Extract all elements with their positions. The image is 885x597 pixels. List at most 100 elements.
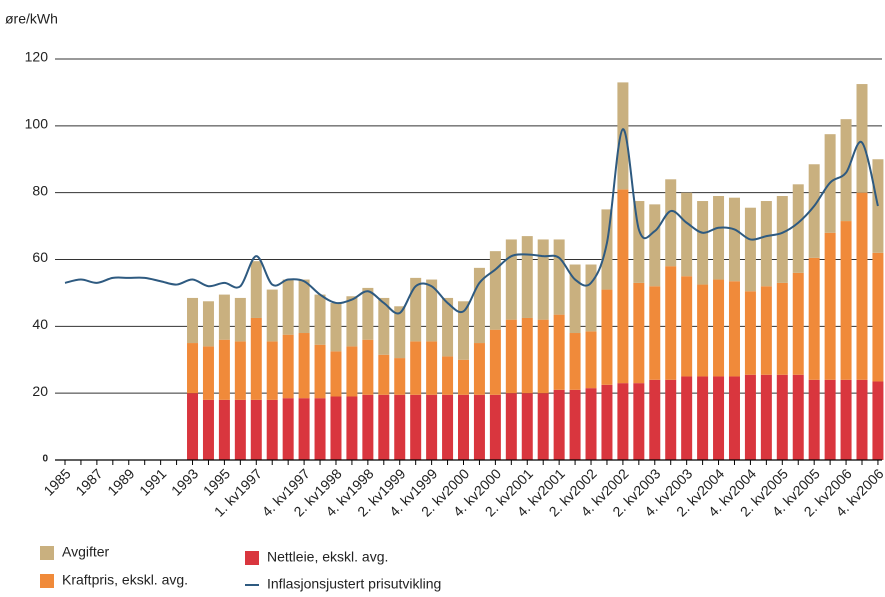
bar-segment <box>760 286 772 375</box>
bar-segment <box>250 317 262 400</box>
bar-segment <box>792 184 804 273</box>
bar-segment <box>250 261 262 318</box>
bar-segment <box>378 354 390 395</box>
bar-segment <box>394 394 406 460</box>
bar-segment <box>713 376 725 460</box>
bar-segment <box>681 192 693 277</box>
bar-segment <box>202 399 214 460</box>
bar-segment <box>792 374 804 460</box>
bar-segment <box>362 339 374 395</box>
bar-segment <box>728 376 740 460</box>
bar-segment <box>202 346 214 400</box>
bar-segment <box>649 204 661 287</box>
bar-segment <box>202 301 214 347</box>
bar-segment <box>808 379 820 460</box>
bar-segment <box>585 388 597 460</box>
bar-segment <box>569 389 581 460</box>
legend-label: Avgifter <box>62 544 110 560</box>
bar-segment <box>346 296 358 347</box>
bar-segment <box>569 264 581 334</box>
legend-label: Nettleie, ekskl. avg. <box>267 549 388 565</box>
y-tick-label: 20 <box>32 383 48 399</box>
bar-segment <box>234 341 246 400</box>
bar-segment <box>346 396 358 460</box>
bar-segment <box>601 384 613 460</box>
bar-segment <box>473 394 485 460</box>
bar-segment <box>840 221 852 380</box>
legend-swatch <box>40 574 54 588</box>
bar-segment <box>330 302 342 352</box>
bar-segment <box>362 394 374 460</box>
y-tick-label: 60 <box>32 249 48 265</box>
bar-segment <box>521 393 533 460</box>
bar-segment <box>856 379 868 460</box>
y-tick-label: 40 <box>32 316 48 332</box>
bar-segment <box>521 317 533 394</box>
bar-segment <box>713 196 725 280</box>
bar-segment <box>394 358 406 395</box>
bar-segment <box>776 196 788 283</box>
bar-segment <box>218 294 230 340</box>
bar-segment <box>681 276 693 377</box>
bar-segment <box>697 201 709 285</box>
x-tick-label: 1987 <box>72 465 105 498</box>
bar-segment <box>330 351 342 397</box>
bar-segment <box>505 239 517 320</box>
bar-segment <box>585 331 597 389</box>
bar-segment <box>776 282 788 375</box>
bar-segment <box>489 394 501 460</box>
bar-segment <box>585 264 597 332</box>
bar-segment <box>601 209 613 290</box>
bar-segment <box>744 291 756 375</box>
bar-segment <box>489 251 501 330</box>
x-tick-label: 1985 <box>40 465 73 498</box>
bar-segment <box>633 282 645 384</box>
legend-label: Kraftpris, ekskl. avg. <box>62 572 188 588</box>
bar-segment <box>458 394 469 460</box>
bar-segment <box>410 341 422 395</box>
bar-segment <box>298 279 310 334</box>
bar-segment <box>665 379 677 460</box>
bar-segment <box>234 399 246 460</box>
bar-segment <box>266 341 278 400</box>
bar-segment <box>744 374 756 460</box>
bar-segment <box>728 281 740 377</box>
bar-segment <box>617 189 629 384</box>
bar-segment <box>744 207 756 292</box>
bar-segment <box>840 119 852 222</box>
bar-segment <box>330 396 342 460</box>
bar-segment <box>856 84 868 193</box>
bar-segment <box>282 334 294 399</box>
bar-segment <box>346 346 358 397</box>
bar-segment <box>824 232 836 380</box>
bar-segment <box>426 341 438 395</box>
bar-segment <box>633 383 645 460</box>
bar-segment <box>187 393 199 460</box>
bar-segment <box>728 197 740 282</box>
bar-segment <box>282 279 294 335</box>
bar-segment <box>298 398 310 460</box>
y-axis-label: øre/kWh <box>5 11 58 27</box>
y-tick-label: 80 <box>32 182 48 198</box>
bar-segment <box>649 379 661 460</box>
bar-segment <box>601 289 613 385</box>
bar-segment <box>410 394 422 460</box>
y-tick-label: 100 <box>25 116 49 132</box>
bar-segment <box>808 257 820 380</box>
bar-segment <box>250 399 262 460</box>
bar-segment <box>553 314 565 390</box>
bar-segment <box>856 192 868 380</box>
bar-segment <box>458 301 469 360</box>
legend-swatch <box>40 546 54 560</box>
bar-segment <box>840 379 852 460</box>
bar-segment <box>713 279 725 377</box>
bar-segment <box>521 236 533 318</box>
bar-segment <box>266 399 278 460</box>
bar-segment <box>537 239 549 320</box>
bar-segment <box>633 201 645 283</box>
line <box>64 128 879 315</box>
bar-segment <box>776 374 788 460</box>
bar-segment <box>187 297 199 344</box>
bar-segment <box>569 333 581 390</box>
